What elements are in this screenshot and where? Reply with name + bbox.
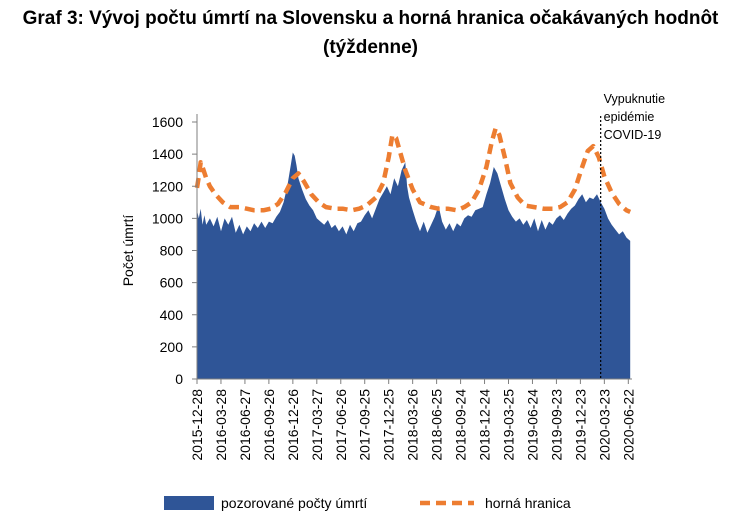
series-upper-bound-line <box>194 126 632 214</box>
y-tick-label: 1600 <box>152 114 183 130</box>
covid-annotation-line: Vypuknutie <box>604 92 665 106</box>
y-tick-label: 600 <box>160 275 184 291</box>
annotation-layer: Vypuknutie epidémie COVID-19 <box>600 92 665 379</box>
x-tick-label: 2017-06-26 <box>333 389 349 461</box>
y-tick-label: 800 <box>160 243 184 259</box>
x-tick-label: 2018-09-24 <box>453 389 469 461</box>
y-tick-label: 1400 <box>152 146 183 162</box>
x-tick-label: 2016-09-26 <box>261 389 277 461</box>
covid-annotation-line: COVID-19 <box>604 128 662 142</box>
x-tick-label: 2016-12-26 <box>285 389 301 461</box>
x-tick-label: 2020-03-23 <box>596 389 612 461</box>
legend-label-observed: pozorované počty úmrtí <box>221 495 367 511</box>
x-tick-label: 2018-12-24 <box>477 389 493 461</box>
x-tick-label: 2019-03-25 <box>501 389 517 461</box>
y-tick-label: 1000 <box>152 210 183 226</box>
legend: pozorované počty úmrtí horná hranica <box>164 495 571 511</box>
legend-swatch-observed <box>164 496 214 510</box>
y-axis-label: Počet úmrtí <box>120 215 136 287</box>
y-tick-label: 1200 <box>152 178 183 194</box>
x-tick-label: 2018-03-26 <box>405 389 421 461</box>
y-tick-label: 0 <box>175 371 183 387</box>
chart-title-line2: (týždenne) <box>323 37 418 58</box>
chart-title-line1: Graf 3: Vývoj počtu úmrtí na Slovensku a… <box>22 8 719 29</box>
x-tick-label: 2018-06-25 <box>429 389 445 461</box>
covid-annotation-line: epidémie <box>604 110 655 124</box>
axis-layer: 0 200 400 600 800 1000 1200 1400 1600 Počet úmrtí… <box>120 114 636 461</box>
x-tick-label: 2016-03-28 <box>213 389 229 461</box>
line-layer <box>194 126 632 214</box>
x-tick-label: 2019-06-24 <box>524 389 540 461</box>
legend-label-upper-bound: horná hranica <box>485 495 571 511</box>
x-tick-label: 2016-06-27 <box>237 389 253 461</box>
x-tick-label: 2017-12-25 <box>381 389 397 461</box>
x-tick-label: 2017-09-25 <box>357 389 373 461</box>
y-tick-label: 400 <box>160 307 184 323</box>
x-tick-label: 2019-12-23 <box>572 389 588 461</box>
chart-title: Graf 3: Vývoj počtu úmrtí na Slovensku a… <box>0 4 741 62</box>
area-layer <box>197 152 631 379</box>
x-tick-label: 2015-12-28 <box>189 389 205 461</box>
series-observed-deaths-area <box>197 152 631 379</box>
y-tick-label: 200 <box>160 339 184 355</box>
x-tick-label: 2019-09-23 <box>548 389 564 461</box>
x-tick-label: 2020-06-22 <box>620 389 636 461</box>
x-tick-label: 2017-03-27 <box>309 389 325 461</box>
